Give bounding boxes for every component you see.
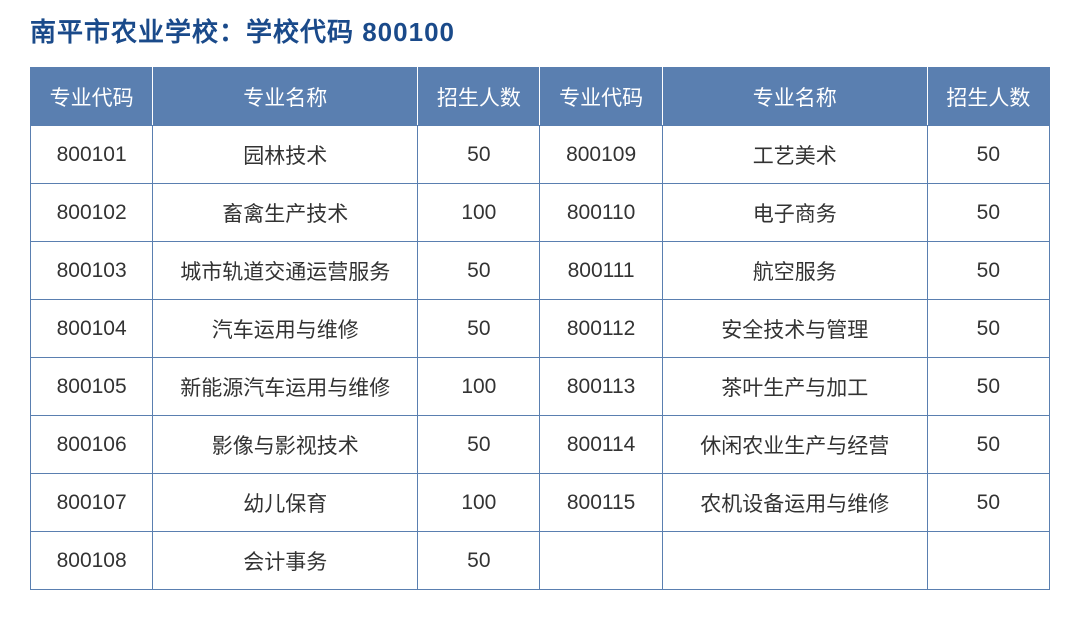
table-row: 800103 城市轨道交通运营服务 50 800111 航空服务 50 (31, 242, 1050, 300)
cell-count: 50 (927, 474, 1049, 532)
cell-count: 50 (418, 532, 540, 590)
cell-count: 100 (418, 474, 540, 532)
cell-code: 800102 (31, 184, 153, 242)
header-name-right: 专业名称 (662, 68, 927, 126)
cell-name: 畜禽生产技术 (153, 184, 418, 242)
header-count-left: 招生人数 (418, 68, 540, 126)
cell-name: 汽车运用与维修 (153, 300, 418, 358)
cell-count: 50 (927, 358, 1049, 416)
table-row: 800108 会计事务 50 (31, 532, 1050, 590)
cell-count: 50 (927, 416, 1049, 474)
cell-code: 800104 (31, 300, 153, 358)
cell-code: 800105 (31, 358, 153, 416)
cell-code: 800112 (540, 300, 662, 358)
table-row: 800107 幼儿保育 100 800115 农机设备运用与维修 50 (31, 474, 1050, 532)
cell-name: 航空服务 (662, 242, 927, 300)
table-body: 800101 园林技术 50 800109 工艺美术 50 800102 畜禽生… (31, 126, 1050, 590)
cell-name: 园林技术 (153, 126, 418, 184)
table-row: 800101 园林技术 50 800109 工艺美术 50 (31, 126, 1050, 184)
table-row: 800105 新能源汽车运用与维修 100 800113 茶叶生产与加工 50 (31, 358, 1050, 416)
cell-count: 50 (927, 184, 1049, 242)
header-count-right: 招生人数 (927, 68, 1049, 126)
cell-count: 50 (418, 416, 540, 474)
cell-code: 800108 (31, 532, 153, 590)
cell-code: 800114 (540, 416, 662, 474)
cell-name: 会计事务 (153, 532, 418, 590)
header-name-left: 专业名称 (153, 68, 418, 126)
cell-name: 影像与影视技术 (153, 416, 418, 474)
cell-name: 休闲农业生产与经营 (662, 416, 927, 474)
cell-count: 50 (927, 126, 1049, 184)
majors-table: 专业代码 专业名称 招生人数 专业代码 专业名称 招生人数 800101 园林技… (30, 67, 1050, 590)
cell-count: 50 (927, 300, 1049, 358)
table-row: 800102 畜禽生产技术 100 800110 电子商务 50 (31, 184, 1050, 242)
cell-code: 800106 (31, 416, 153, 474)
cell-name: 茶叶生产与加工 (662, 358, 927, 416)
cell-name: 安全技术与管理 (662, 300, 927, 358)
cell-name (662, 532, 927, 590)
cell-name: 新能源汽车运用与维修 (153, 358, 418, 416)
cell-code: 800115 (540, 474, 662, 532)
cell-code: 800101 (31, 126, 153, 184)
header-code-right: 专业代码 (540, 68, 662, 126)
cell-count: 50 (418, 242, 540, 300)
cell-count: 100 (418, 358, 540, 416)
cell-count: 50 (418, 126, 540, 184)
cell-name: 电子商务 (662, 184, 927, 242)
cell-code (540, 532, 662, 590)
header-code-left: 专业代码 (31, 68, 153, 126)
cell-name: 农机设备运用与维修 (662, 474, 927, 532)
cell-code: 800110 (540, 184, 662, 242)
table-header-row: 专业代码 专业名称 招生人数 专业代码 专业名称 招生人数 (31, 68, 1050, 126)
cell-name: 工艺美术 (662, 126, 927, 184)
cell-name: 幼儿保育 (153, 474, 418, 532)
cell-count: 100 (418, 184, 540, 242)
table-row: 800104 汽车运用与维修 50 800112 安全技术与管理 50 (31, 300, 1050, 358)
cell-code: 800111 (540, 242, 662, 300)
table-row: 800106 影像与影视技术 50 800114 休闲农业生产与经营 50 (31, 416, 1050, 474)
cell-name: 城市轨道交通运营服务 (153, 242, 418, 300)
cell-code: 800107 (31, 474, 153, 532)
cell-count (927, 532, 1049, 590)
page-title: 南平市农业学校：学校代码 800100 (30, 12, 1050, 49)
cell-code: 800103 (31, 242, 153, 300)
cell-count: 50 (418, 300, 540, 358)
cell-code: 800109 (540, 126, 662, 184)
cell-code: 800113 (540, 358, 662, 416)
cell-count: 50 (927, 242, 1049, 300)
